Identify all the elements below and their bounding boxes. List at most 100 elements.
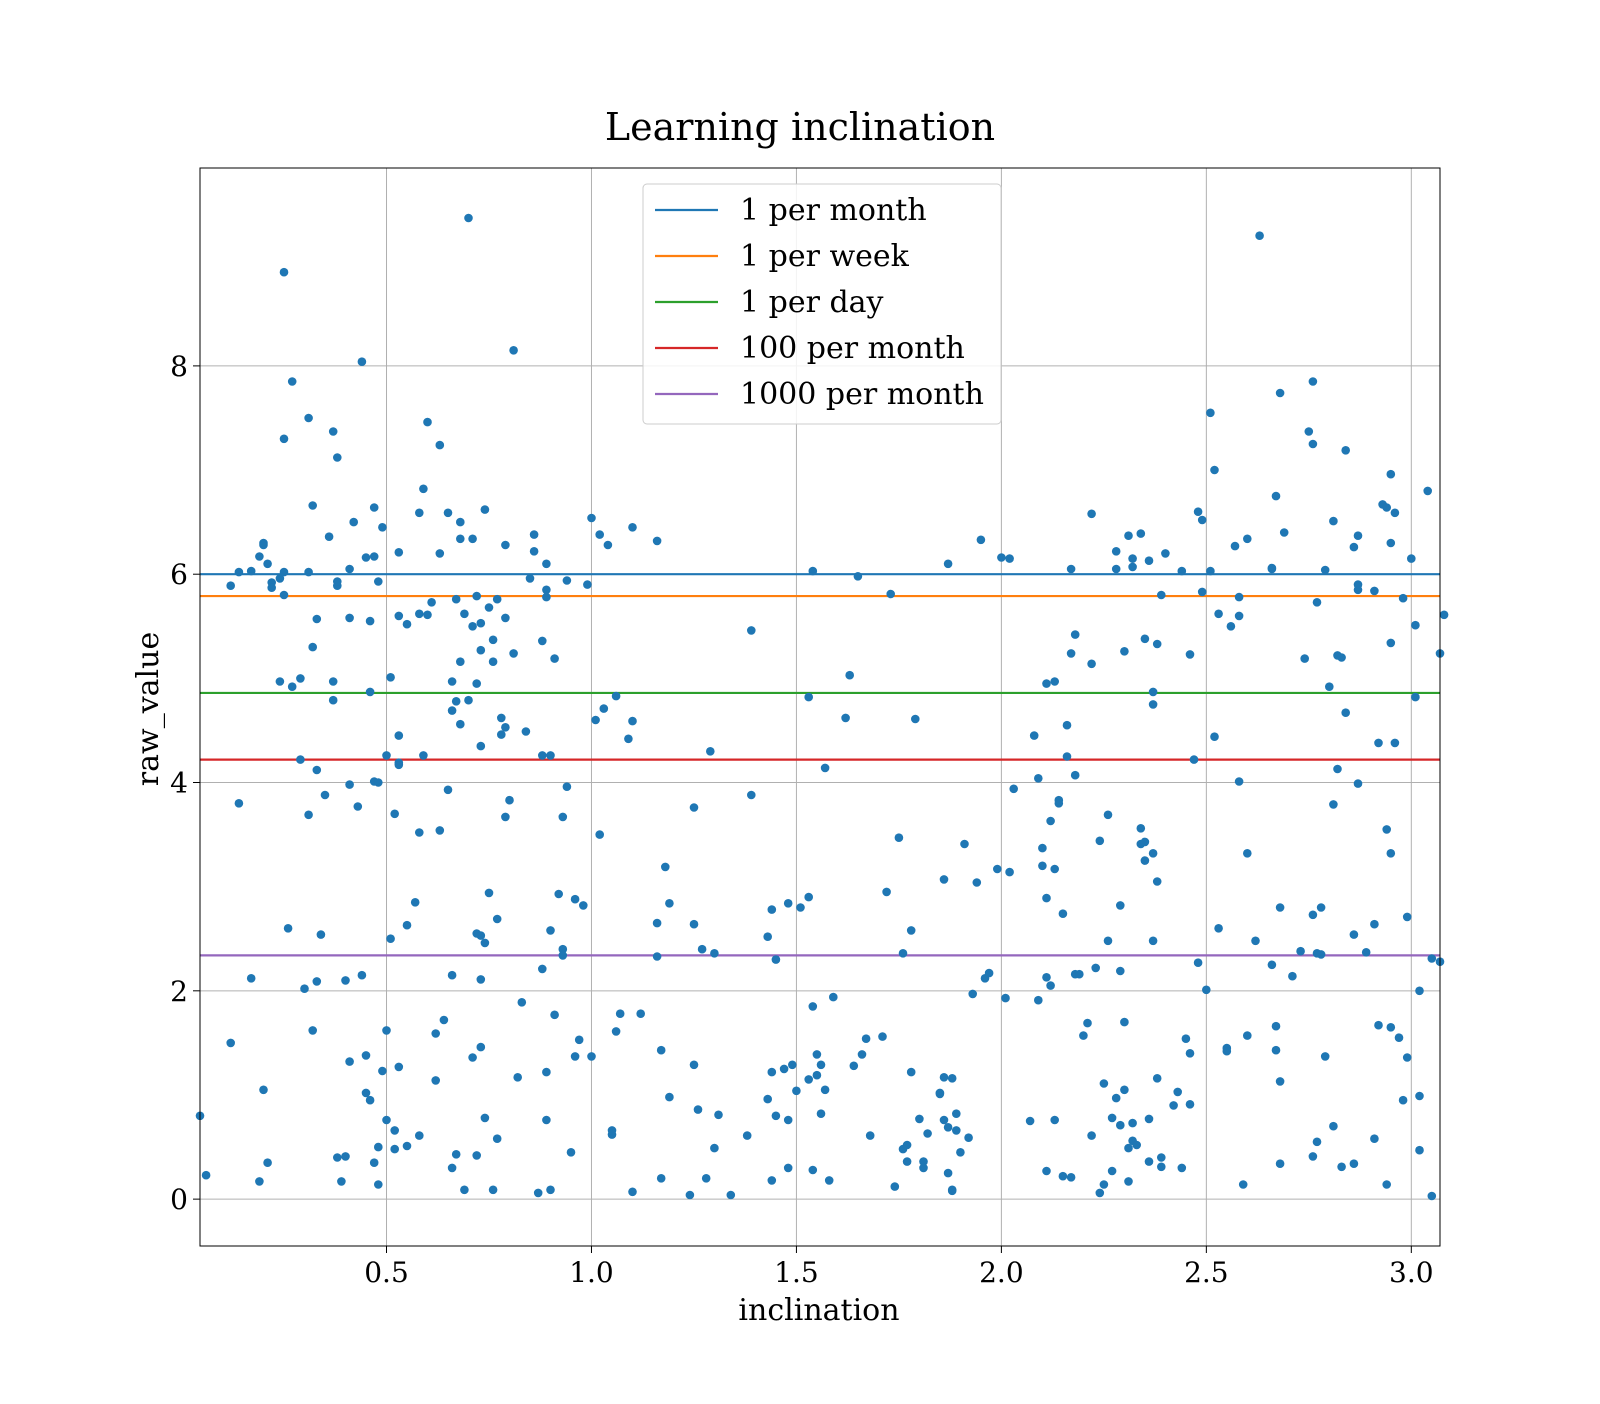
data-point: [1120, 1017, 1129, 1027]
data-point: [1329, 800, 1338, 809]
data-point: [1243, 849, 1252, 858]
data-point: [1337, 653, 1346, 662]
data-point: [1308, 439, 1318, 449]
data-point: [566, 1148, 576, 1157]
data-point: [542, 559, 551, 569]
data-point: [501, 613, 510, 623]
data-point: [279, 434, 289, 444]
data-point: [1312, 1137, 1322, 1147]
data-point: [345, 564, 354, 574]
data-point: [1222, 1046, 1232, 1056]
data-point: [624, 734, 633, 744]
legend: 1 per month 1 per week 1 per day 100 per mo…: [642, 183, 1002, 425]
data-point: [964, 1133, 973, 1142]
data-point: [505, 795, 514, 805]
data-point: [878, 1032, 887, 1041]
data-point: [898, 949, 908, 958]
data-point: [415, 609, 424, 619]
data-point: [1308, 377, 1318, 386]
data-point: [283, 924, 293, 933]
data-point: [460, 1185, 469, 1195]
data-point: [771, 1111, 781, 1121]
data-point: [808, 566, 818, 576]
data-point: [361, 1051, 371, 1060]
plot-frame: [199, 167, 1441, 1247]
data-point: [1407, 554, 1416, 563]
data-point: [661, 862, 670, 872]
data-point: [1185, 1049, 1195, 1058]
data-point: [947, 1186, 957, 1196]
data-point: [279, 590, 289, 600]
data-point: [447, 970, 457, 980]
data-point: [1148, 700, 1158, 709]
data-point: [972, 878, 982, 887]
data-point: [312, 614, 322, 624]
data-point: [1197, 515, 1207, 525]
data-point: [1148, 687, 1158, 697]
data-point: [550, 654, 559, 663]
data-point: [1050, 864, 1059, 874]
data-point: [390, 1126, 400, 1135]
data-point: [476, 1042, 486, 1052]
data-point: [628, 1187, 637, 1197]
legend-entry: 1 per day: [740, 285, 884, 320]
data-point: [1238, 1180, 1248, 1189]
data-point: [1009, 784, 1018, 794]
data-point: [275, 574, 285, 583]
data-point: [1107, 1166, 1117, 1176]
data-point: [1349, 1159, 1359, 1168]
data-point: [1271, 1045, 1281, 1055]
data-point: [1316, 950, 1326, 959]
data-point: [915, 1114, 924, 1124]
data-point: [1320, 565, 1330, 575]
data-point: [476, 975, 486, 984]
data-point: [1042, 679, 1051, 688]
data-point: [308, 642, 318, 652]
x-tick-label: 0.5: [364, 1256, 409, 1289]
data-point: [902, 1140, 912, 1150]
data-point: [771, 955, 781, 964]
data-point: [1111, 1093, 1121, 1103]
data-point: [1054, 799, 1064, 808]
data-point: [611, 691, 621, 701]
data-point: [357, 357, 367, 367]
data-point: [984, 968, 994, 978]
data-point: [365, 687, 375, 697]
data-point: [1386, 469, 1396, 479]
data-point: [1234, 592, 1244, 602]
data-point: [369, 1158, 379, 1167]
data-point: [374, 577, 383, 586]
data-point: [1398, 1095, 1408, 1105]
data-point: [476, 618, 486, 628]
data-point: [234, 567, 244, 577]
data-point: [517, 998, 527, 1007]
data-point: [906, 1067, 916, 1077]
data-point: [1415, 1091, 1424, 1101]
data-point: [1099, 1180, 1109, 1189]
data-point: [1243, 1031, 1252, 1040]
legend-box: [642, 183, 1002, 425]
legend-entry: 1000 per month: [740, 377, 984, 412]
data-point: [1251, 936, 1260, 946]
data-point: [574, 1035, 584, 1045]
data-point: [861, 1034, 871, 1043]
data-point: [451, 697, 461, 706]
data-point: [378, 1066, 387, 1076]
data-point: [1304, 427, 1314, 436]
data-point: [480, 1113, 490, 1123]
data-point: [488, 657, 498, 666]
data-point: [1370, 1134, 1379, 1143]
data-point: [1271, 1021, 1281, 1031]
data-point: [652, 918, 662, 928]
data-point: [1415, 986, 1424, 996]
x-tick-label: 1.0: [569, 1256, 614, 1289]
data-point: [829, 992, 838, 1002]
data-point: [415, 1131, 424, 1140]
data-point: [468, 534, 477, 544]
data-point: [710, 1143, 719, 1153]
data-point: [1181, 1034, 1191, 1043]
data-point: [935, 1088, 945, 1098]
data-point: [1005, 867, 1014, 877]
data-point: [1029, 731, 1039, 740]
data-point: [476, 931, 486, 940]
